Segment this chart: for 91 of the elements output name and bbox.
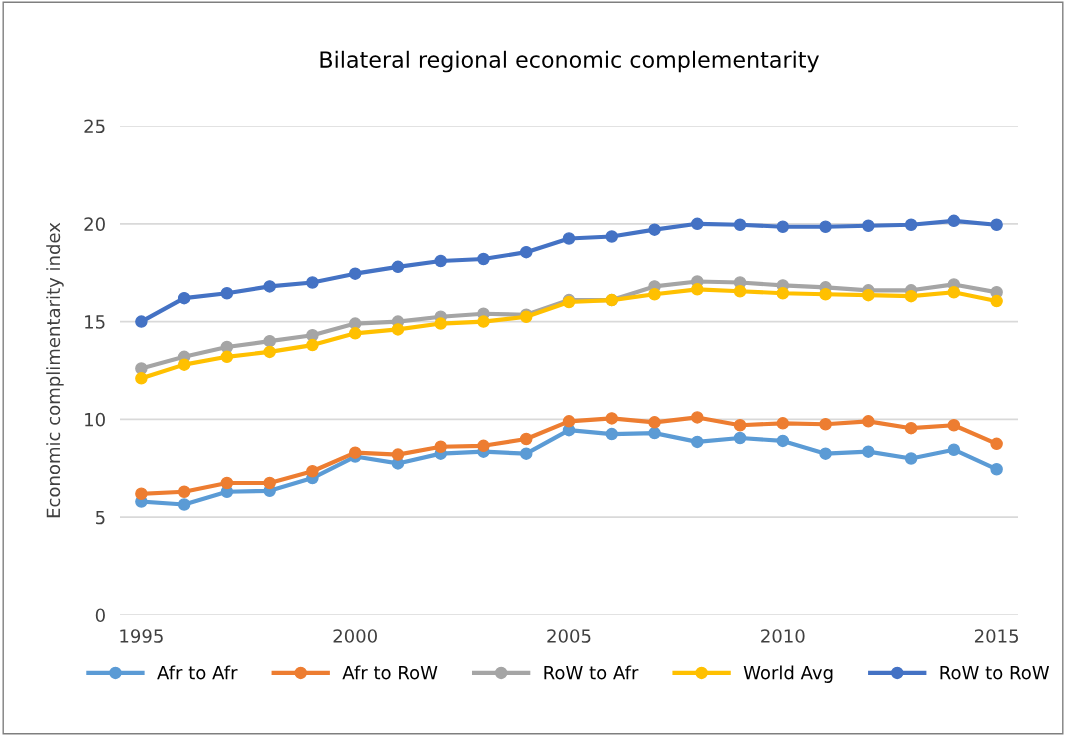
point bbox=[691, 411, 704, 424]
point bbox=[391, 448, 405, 461]
point bbox=[477, 315, 490, 328]
point bbox=[348, 446, 362, 459]
y-tick-label: 10 bbox=[85, 412, 105, 427]
x-tick-label: 2005 bbox=[547, 629, 591, 643]
point bbox=[177, 358, 191, 371]
point bbox=[177, 291, 191, 305]
point bbox=[990, 437, 1003, 451]
point bbox=[990, 218, 1003, 232]
point bbox=[263, 345, 276, 359]
x-tick-label: 2010 bbox=[761, 629, 805, 643]
y-tick-label: 20 bbox=[84, 217, 105, 231]
point bbox=[306, 464, 319, 478]
point bbox=[947, 214, 961, 228]
y-tick-label: 15 bbox=[85, 315, 105, 329]
point bbox=[904, 452, 918, 465]
point bbox=[263, 334, 276, 348]
point bbox=[434, 440, 447, 454]
point bbox=[776, 220, 790, 233]
point bbox=[904, 289, 918, 303]
y-tick-label: 5 bbox=[96, 510, 105, 525]
point bbox=[220, 476, 234, 490]
point bbox=[819, 220, 832, 233]
legend-label: Afr to RoW bbox=[342, 665, 438, 680]
point bbox=[691, 283, 704, 296]
point bbox=[904, 218, 918, 232]
point bbox=[177, 485, 191, 499]
point bbox=[135, 487, 148, 500]
point bbox=[348, 267, 362, 280]
point bbox=[776, 286, 790, 300]
point bbox=[819, 447, 832, 460]
point bbox=[691, 435, 704, 449]
point bbox=[733, 218, 747, 232]
point bbox=[562, 232, 576, 245]
point bbox=[605, 230, 619, 243]
point bbox=[434, 254, 447, 268]
point bbox=[348, 327, 362, 340]
point bbox=[947, 443, 961, 456]
point bbox=[519, 447, 533, 460]
point bbox=[177, 498, 191, 511]
point bbox=[648, 416, 661, 429]
point bbox=[733, 431, 747, 445]
x-tick-label: 2015 bbox=[974, 629, 1019, 643]
point bbox=[220, 350, 234, 364]
x-tick-label: 1995 bbox=[120, 629, 163, 643]
point bbox=[562, 415, 576, 428]
point bbox=[477, 252, 490, 266]
y-tick-label: 0 bbox=[95, 608, 105, 623]
point bbox=[605, 412, 619, 425]
point bbox=[947, 286, 961, 299]
point bbox=[519, 432, 533, 446]
point bbox=[862, 415, 875, 428]
point bbox=[648, 287, 661, 301]
point bbox=[862, 219, 875, 233]
legend-label: RoW to RoW bbox=[940, 666, 1050, 680]
point bbox=[990, 463, 1003, 476]
point bbox=[733, 285, 747, 298]
point bbox=[648, 223, 661, 236]
point bbox=[220, 286, 234, 300]
point bbox=[391, 260, 405, 274]
point bbox=[904, 421, 918, 435]
point bbox=[519, 245, 533, 259]
legend-label: Afr to Afr bbox=[157, 665, 238, 680]
point bbox=[862, 288, 875, 302]
point bbox=[691, 217, 704, 231]
point bbox=[306, 338, 319, 352]
x-tick-label: 2000 bbox=[333, 629, 377, 643]
point bbox=[947, 419, 961, 432]
chart-title: Bilateral regional economic complementarity bbox=[320, 50, 819, 73]
point bbox=[819, 418, 832, 431]
point bbox=[263, 280, 276, 293]
point bbox=[776, 417, 790, 430]
point bbox=[135, 315, 148, 328]
legend-label: RoW to Afr bbox=[544, 665, 639, 680]
point bbox=[477, 439, 490, 453]
point bbox=[434, 317, 447, 330]
point bbox=[776, 434, 790, 448]
point bbox=[990, 294, 1003, 308]
point bbox=[263, 476, 276, 490]
point bbox=[862, 445, 875, 458]
y-axis-title: Economic complimentarity index bbox=[46, 222, 64, 518]
point bbox=[306, 276, 319, 289]
y-tick-label: 25 bbox=[84, 119, 105, 134]
point bbox=[648, 426, 661, 440]
point bbox=[605, 427, 619, 441]
point bbox=[391, 323, 405, 336]
point bbox=[733, 419, 747, 432]
point bbox=[135, 372, 148, 385]
legend-label: World Avg bbox=[743, 665, 833, 683]
point bbox=[819, 287, 832, 301]
